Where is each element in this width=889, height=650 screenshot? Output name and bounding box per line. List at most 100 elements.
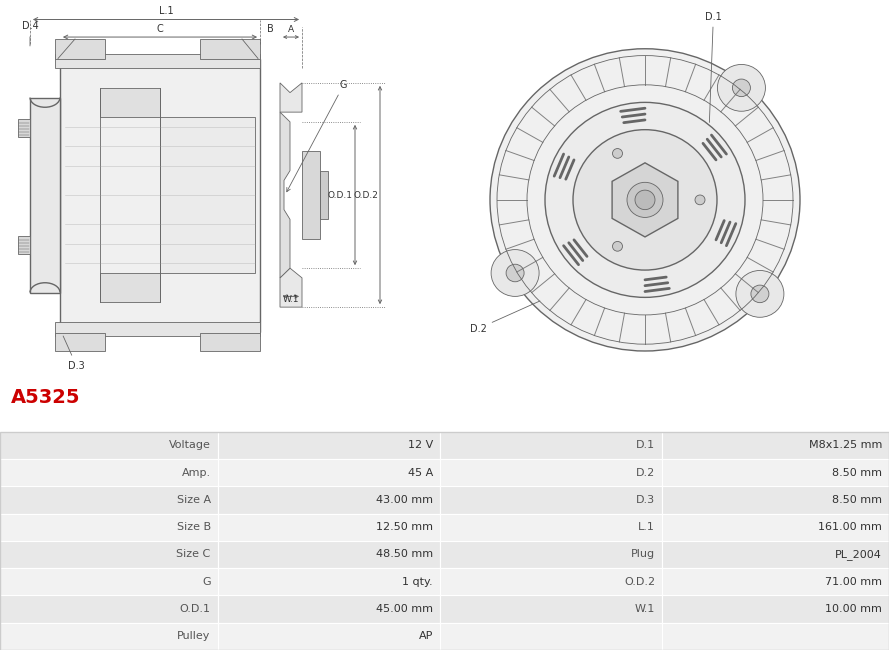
Text: L.1: L.1 <box>159 6 173 16</box>
Polygon shape <box>613 163 678 237</box>
Circle shape <box>545 102 745 298</box>
Text: W.1: W.1 <box>635 604 655 614</box>
Text: D.4: D.4 <box>21 21 38 46</box>
Bar <box>218 541 440 568</box>
Text: A5325: A5325 <box>11 388 80 407</box>
Circle shape <box>736 270 784 317</box>
Text: 12 V: 12 V <box>408 440 433 450</box>
Text: B: B <box>267 24 274 34</box>
Bar <box>218 486 440 514</box>
Circle shape <box>717 64 765 111</box>
Text: Size B: Size B <box>177 522 211 532</box>
Bar <box>218 459 440 486</box>
Bar <box>0 432 889 650</box>
Bar <box>0 541 218 568</box>
Circle shape <box>506 265 525 282</box>
Circle shape <box>635 190 655 209</box>
Text: 48.50 mm: 48.50 mm <box>376 549 433 560</box>
Text: Amp.: Amp. <box>181 467 211 478</box>
Text: AP: AP <box>419 631 433 642</box>
FancyBboxPatch shape <box>200 333 260 351</box>
Text: G: G <box>287 80 348 192</box>
Text: O.D.2: O.D.2 <box>353 190 378 200</box>
Text: Size A: Size A <box>177 495 211 505</box>
Bar <box>662 595 889 623</box>
Circle shape <box>627 182 663 217</box>
FancyBboxPatch shape <box>55 39 105 58</box>
Text: Voltage: Voltage <box>169 440 211 450</box>
Bar <box>662 541 889 568</box>
Text: 1 qty.: 1 qty. <box>403 577 433 587</box>
Bar <box>0 514 218 541</box>
Bar <box>440 432 662 459</box>
Bar <box>440 514 662 541</box>
Bar <box>0 623 218 650</box>
Bar <box>662 432 889 459</box>
Text: D.3: D.3 <box>636 495 655 505</box>
Bar <box>218 623 440 650</box>
Circle shape <box>613 149 622 159</box>
Circle shape <box>491 250 539 296</box>
Bar <box>218 432 440 459</box>
Bar <box>662 459 889 486</box>
Bar <box>440 623 662 650</box>
Polygon shape <box>30 98 60 292</box>
Bar <box>218 514 440 541</box>
Text: O.D.1: O.D.1 <box>328 190 353 200</box>
Text: D.1: D.1 <box>636 440 655 450</box>
Polygon shape <box>280 112 290 278</box>
Text: Plug: Plug <box>631 549 655 560</box>
Bar <box>0 459 218 486</box>
Text: 71.00 mm: 71.00 mm <box>825 577 882 587</box>
Bar <box>18 236 30 254</box>
Bar <box>55 54 260 68</box>
Text: 8.50 mm: 8.50 mm <box>832 467 882 478</box>
Bar <box>662 514 889 541</box>
Bar <box>440 486 662 514</box>
Bar <box>320 170 328 220</box>
Circle shape <box>573 129 717 270</box>
Polygon shape <box>60 58 260 332</box>
Circle shape <box>733 79 750 97</box>
Bar <box>0 432 218 459</box>
Text: 45.00 mm: 45.00 mm <box>376 604 433 614</box>
Text: PL_2004: PL_2004 <box>835 549 882 560</box>
Bar <box>100 88 160 117</box>
Text: L.1: L.1 <box>638 522 655 532</box>
Bar <box>662 568 889 595</box>
Bar <box>218 568 440 595</box>
Text: D.2: D.2 <box>470 301 540 333</box>
Polygon shape <box>280 83 302 112</box>
Text: D.1: D.1 <box>705 12 722 122</box>
Text: W.1: W.1 <box>283 295 300 304</box>
Bar <box>440 541 662 568</box>
Text: 43.00 mm: 43.00 mm <box>376 495 433 505</box>
Text: O.D.2: O.D.2 <box>624 577 655 587</box>
Text: 10.00 mm: 10.00 mm <box>825 604 882 614</box>
Bar <box>18 119 30 136</box>
Circle shape <box>613 241 622 251</box>
Text: M8x1.25 mm: M8x1.25 mm <box>808 440 882 450</box>
Bar <box>302 151 320 239</box>
Text: Size C: Size C <box>176 549 211 560</box>
Text: 161.00 mm: 161.00 mm <box>818 522 882 532</box>
Text: G: G <box>202 577 211 587</box>
FancyBboxPatch shape <box>200 39 260 58</box>
Polygon shape <box>280 268 302 307</box>
Text: D.3: D.3 <box>63 336 84 370</box>
Bar <box>662 486 889 514</box>
Text: C: C <box>156 24 164 34</box>
Text: 12.50 mm: 12.50 mm <box>376 522 433 532</box>
Text: A: A <box>288 25 294 34</box>
Bar <box>218 595 440 623</box>
Text: O.D.1: O.D.1 <box>180 604 211 614</box>
Bar <box>440 595 662 623</box>
Circle shape <box>751 285 769 303</box>
Circle shape <box>695 195 705 205</box>
Bar <box>100 273 160 302</box>
Text: D.2: D.2 <box>636 467 655 478</box>
FancyBboxPatch shape <box>55 333 105 351</box>
Bar <box>662 623 889 650</box>
Text: 8.50 mm: 8.50 mm <box>832 495 882 505</box>
Text: Pulley: Pulley <box>177 631 211 642</box>
